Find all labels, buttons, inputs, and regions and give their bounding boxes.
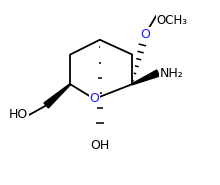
Text: O: O xyxy=(140,28,150,41)
Text: HO: HO xyxy=(9,108,28,121)
Polygon shape xyxy=(44,84,71,108)
Text: OH: OH xyxy=(90,139,110,152)
Text: O: O xyxy=(89,92,99,105)
Text: OCH₃: OCH₃ xyxy=(156,14,187,27)
Text: NH₂: NH₂ xyxy=(160,67,183,80)
Polygon shape xyxy=(132,70,160,85)
